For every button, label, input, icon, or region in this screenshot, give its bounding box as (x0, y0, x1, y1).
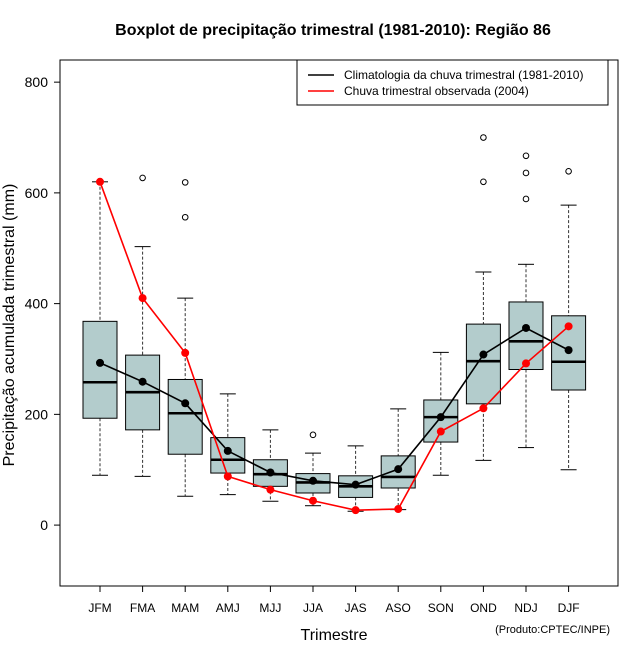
series-line (99, 181, 570, 511)
outlier-point (480, 134, 487, 141)
series-point (138, 294, 147, 303)
x-tick-label: DJF (558, 601, 580, 615)
series-point (564, 322, 573, 331)
outlier-point (480, 178, 487, 186)
box-iqr (82, 320, 118, 419)
series-point (479, 350, 488, 359)
series-point (522, 323, 530, 332)
series-line (99, 327, 569, 486)
x-tick-label: SON (428, 601, 454, 615)
x-tick-label: JFM (88, 601, 111, 615)
series-point (436, 427, 445, 436)
outlier-point (139, 174, 146, 182)
credit-text: (Produto:CPTEC/INPE) (495, 624, 610, 636)
series-point (479, 404, 488, 413)
y-axis: 0 200 400 600 800 (25, 74, 60, 533)
outlier-point (522, 152, 530, 160)
outlier-point (309, 431, 317, 439)
x-tick-label: FMA (130, 601, 155, 615)
series-point (564, 346, 573, 355)
series-point (181, 399, 190, 408)
x-tick-label: MJJ (259, 601, 281, 615)
series-climatology (96, 323, 573, 489)
x-tick-label: OND (470, 601, 497, 615)
series-layer (96, 177, 573, 515)
series-point (436, 413, 445, 422)
x-tick-label: NDJ (514, 601, 537, 615)
series-point (522, 359, 530, 368)
series-point (223, 472, 232, 481)
x-tick-label: AMJ (216, 601, 240, 615)
x-axis-label: Trimestre (301, 627, 368, 644)
legend: Climatologia da chuva trimestral (1981-2… (296, 59, 609, 106)
series-observed (96, 177, 573, 515)
legend-frame (296, 59, 609, 106)
chart-title: Boxplot de precipitação trimestral (1981… (115, 22, 551, 39)
series-point (96, 177, 104, 186)
series-point (96, 358, 104, 367)
series-point (181, 348, 190, 357)
series-point (138, 377, 147, 386)
box-mjj (252, 429, 288, 502)
outlier-point (522, 195, 530, 203)
series-point (394, 505, 403, 514)
x-tick-label: MAM (171, 601, 199, 615)
box-ond (465, 134, 501, 461)
y-tick-label: 400 (25, 296, 49, 312)
series-point (266, 468, 275, 477)
series-point (351, 506, 360, 515)
legend-label-observed: Chuva trimestral observada (2004) (344, 84, 529, 98)
outlier-point (522, 169, 530, 177)
outlier-point (181, 179, 189, 186)
x-tick-label: ASO (386, 601, 411, 615)
y-tick-label: 200 (25, 406, 49, 422)
box-jfm (82, 181, 118, 476)
box-aso (380, 408, 416, 511)
series-point (309, 496, 317, 505)
x-axis: JFM FMA MAM AMJ MJJ JJA JAS ASO SON OND NDJ DJF (88, 586, 580, 615)
box-jja (295, 431, 331, 507)
series-point (266, 485, 275, 494)
boxes-layer (82, 134, 587, 512)
y-axis-label: Precipitação acumulada trimestral (mm) (1, 184, 18, 467)
outlier-point (181, 213, 189, 221)
box-jas (338, 445, 374, 512)
series-point (223, 446, 232, 455)
outlier-point (565, 167, 572, 175)
box-fma (125, 174, 161, 477)
x-tick-label: JAS (345, 601, 367, 615)
y-tick-label: 800 (25, 74, 49, 90)
box-iqr (465, 323, 501, 405)
x-tick-label: JJA (303, 601, 323, 615)
legend-label-climatology: Climatologia da chuva trimestral (1981-2… (344, 68, 583, 82)
y-tick-label: 600 (25, 185, 49, 201)
box-djf (551, 167, 587, 471)
box-mam (167, 179, 203, 497)
box-ndj (508, 152, 544, 449)
y-tick-label: 0 (40, 517, 48, 533)
series-point (351, 480, 360, 489)
series-point (309, 476, 317, 485)
series-point (394, 465, 403, 474)
